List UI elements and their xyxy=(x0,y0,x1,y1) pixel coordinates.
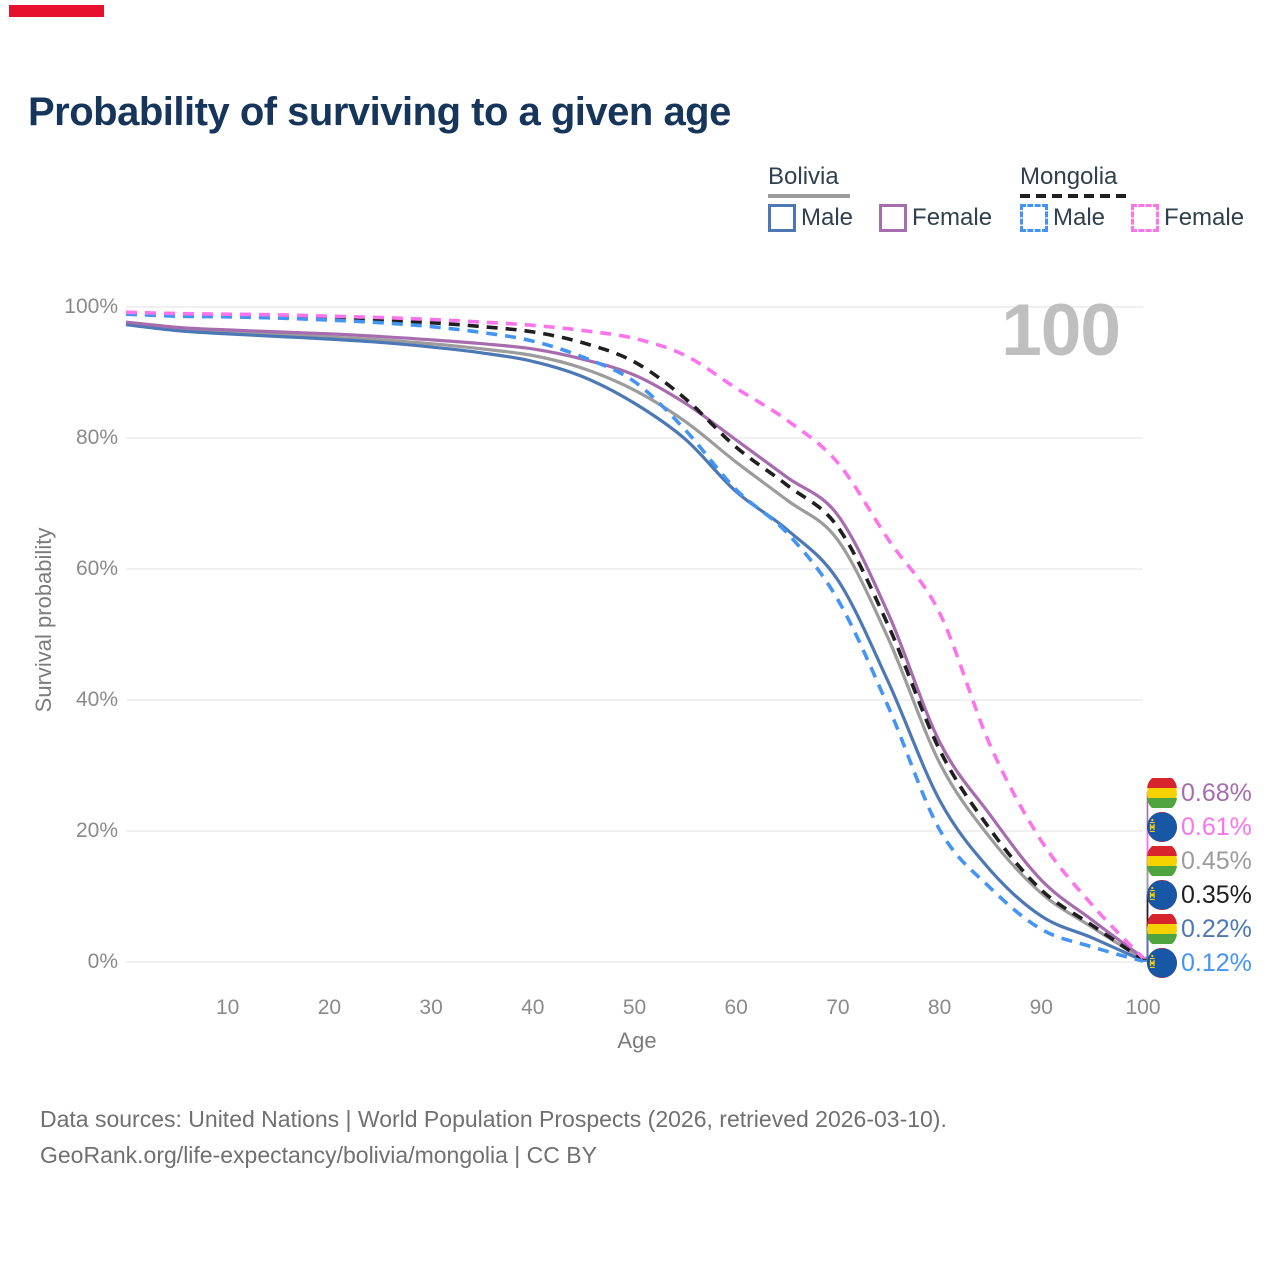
legend-item-mongolia-female: Female xyxy=(1131,204,1244,232)
legend-item-label: Male xyxy=(801,204,854,231)
y-tick-label: 80% xyxy=(75,426,118,449)
mongolia-flag-icon xyxy=(1147,948,1177,978)
x-axis-title: Age xyxy=(617,1028,657,1053)
end-label-value: 0.12% xyxy=(1181,948,1252,977)
x-tick-label: 60 xyxy=(724,996,748,1019)
legend-items-bolivia: Male Female xyxy=(768,204,1018,232)
legend-items-mongolia: Male Female xyxy=(1020,204,1270,232)
hover-age-watermark: 100 xyxy=(1001,290,1121,371)
x-tick-label: 80 xyxy=(927,996,952,1019)
end-label-value: 0.68% xyxy=(1181,778,1252,807)
legend-item-label: Female xyxy=(912,204,993,231)
data-sources-text: Data sources: United Nations | World Pop… xyxy=(40,1106,947,1132)
x-tick-label: 100 xyxy=(1125,996,1161,1019)
legend-item-bolivia-male: Male xyxy=(768,204,853,232)
recording-indicator-bar xyxy=(9,5,104,17)
series-end-label: 0.22% xyxy=(1147,910,1252,948)
x-tick-label: 20 xyxy=(317,996,342,1019)
attribution-text: GeoRank.org/life-expectancy/bolivia/mong… xyxy=(40,1142,597,1168)
series-end-label: 0.45% xyxy=(1147,842,1252,880)
bolivia-flag-icon xyxy=(1147,774,1177,812)
y-tick-label: 100% xyxy=(64,295,118,318)
legend-item-label: Male xyxy=(1053,204,1106,231)
end-label-value: 0.45% xyxy=(1181,846,1252,875)
chart-title: Probability of surviving to a given age xyxy=(28,90,731,134)
x-tick-label: 10 xyxy=(216,996,240,1019)
x-tick-label: 50 xyxy=(622,996,647,1019)
mongolia-female-swatch-icon xyxy=(1131,204,1160,232)
series-end-label: 0.12% xyxy=(1147,948,1252,978)
legend-group-title-mongolia: Mongolia xyxy=(1020,163,1118,190)
x-tick-label: 70 xyxy=(826,996,850,1019)
series-end-label: 0.35% xyxy=(1147,880,1252,910)
series-end-label: 0.61% xyxy=(1147,812,1252,842)
y-tick-label: 60% xyxy=(75,557,118,580)
legend-underline-mongolia xyxy=(1020,194,1132,198)
x-tick-label: 30 xyxy=(419,996,443,1019)
mongolia-male-swatch-icon xyxy=(1020,204,1048,232)
y-tick-label: 40% xyxy=(75,688,118,711)
mongolia-flag-icon xyxy=(1147,812,1177,842)
end-label-value: 0.61% xyxy=(1181,812,1252,841)
bolivia-flag-icon xyxy=(1147,842,1177,880)
y-tick-label: 20% xyxy=(75,819,118,842)
legend-item-label: Female xyxy=(1164,204,1245,231)
end-label-value: 0.35% xyxy=(1181,880,1252,909)
y-axis-title: Survival probability xyxy=(31,527,56,713)
bolivia-male-swatch-icon xyxy=(768,204,796,232)
end-label-value: 0.22% xyxy=(1181,914,1252,943)
x-tick-label: 40 xyxy=(521,996,545,1019)
bolivia-female-swatch-icon xyxy=(879,204,908,232)
series-end-label: 0.68% xyxy=(1147,774,1252,812)
x-tick-label: 90 xyxy=(1029,996,1053,1019)
legend-item-mongolia-male: Male xyxy=(1020,204,1105,232)
y-tick-label: 0% xyxy=(87,950,118,973)
bolivia-flag-icon xyxy=(1147,910,1177,948)
legend-underline-bolivia xyxy=(768,194,850,198)
legend-item-bolivia-female: Female xyxy=(879,204,992,232)
legend-group-title-bolivia: Bolivia xyxy=(768,163,839,190)
mongolia-flag-icon xyxy=(1147,880,1177,910)
